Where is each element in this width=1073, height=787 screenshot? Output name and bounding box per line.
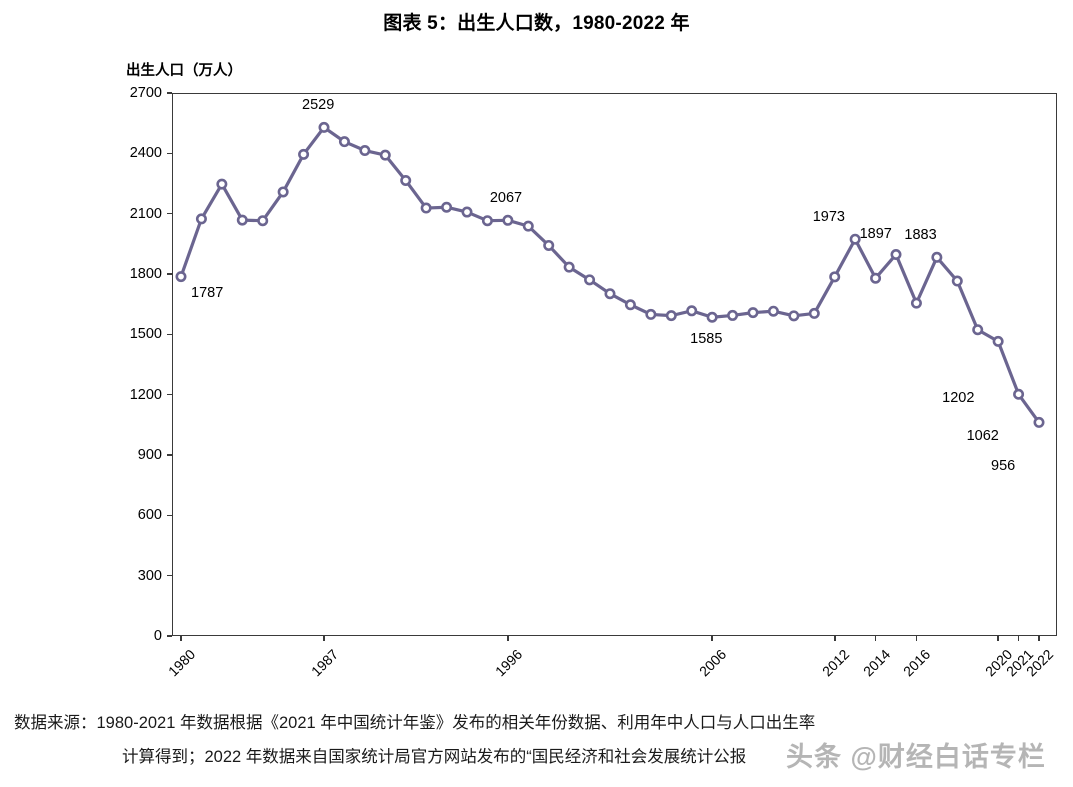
y-axis-tick-label: 900 <box>137 447 162 463</box>
x-axis-tick-mark <box>180 636 182 641</box>
data-point-value-label: 956 <box>991 457 1016 474</box>
x-axis-tick-mark <box>1038 636 1040 641</box>
y-axis-tick-mark <box>167 393 172 396</box>
y-axis-tick-label: 0 <box>153 628 162 644</box>
y-axis-tick-label: 1200 <box>129 386 162 403</box>
y-axis-tick-label: 300 <box>137 567 162 584</box>
x-axis-tick-mark <box>323 636 325 641</box>
y-axis-tick-mark <box>167 92 172 94</box>
data-point-value-label: 1787 <box>191 284 224 301</box>
data-point-value-label: 1585 <box>690 331 723 348</box>
source-note-line-1: 数据来源：1980-2021 年数据根据《2021 年中国统计年鉴》发布的相关年… <box>14 714 816 732</box>
y-axis-tick-mark <box>167 152 172 155</box>
x-axis-tick-label: 2006 <box>696 646 730 680</box>
x-axis-tick-label: 2012 <box>818 646 853 680</box>
data-point-value-label: 1062 <box>966 428 999 445</box>
y-axis-tick-label: 2100 <box>129 205 162 222</box>
y-axis-tick-mark <box>167 514 172 517</box>
watermark: 头条 @财经白话专栏 <box>786 742 1046 772</box>
y-axis-tick-mark <box>167 454 172 456</box>
x-axis-tick-mark <box>507 636 509 641</box>
x-axis-tick-mark <box>915 636 918 641</box>
y-axis-tick-mark <box>167 574 172 577</box>
y-axis-tick-label: 1500 <box>129 326 162 343</box>
data-point-value-label: 1973 <box>812 209 845 226</box>
y-axis-tick-label: 600 <box>137 507 162 524</box>
y-axis-tick-label: 1800 <box>129 266 162 282</box>
y-axis-tick-mark <box>167 333 172 336</box>
data-point-value-label: 1883 <box>904 227 937 244</box>
x-axis-tick-label: 2016 <box>900 646 934 680</box>
x-axis-tick-label: 1980 <box>164 646 199 680</box>
page-title: 图表 5：出生人口数，1980-2022 年 <box>383 13 690 34</box>
data-point-value-label: 2529 <box>302 97 335 114</box>
y-axis-tick-mark <box>167 212 172 215</box>
x-axis-tick-mark <box>997 636 999 641</box>
chart-plot-area <box>172 93 1057 636</box>
x-axis-tick-mark <box>833 636 836 641</box>
data-point-value-label: 1202 <box>942 390 975 407</box>
y-axis-tick-label: 2400 <box>129 145 162 162</box>
y-axis-title: 出生人口（万人） <box>126 63 242 79</box>
x-axis-tick-label: 2014 <box>859 646 893 680</box>
data-point-value-label: 1897 <box>859 226 892 243</box>
x-axis-tick-label: 1996 <box>491 646 526 680</box>
y-axis-tick-mark <box>167 635 172 637</box>
source-note: 数据来源：1980-2021 年数据根据《2021 年中国统计年鉴》发布的相关年… <box>14 706 1060 774</box>
x-axis-tick-mark <box>711 636 713 641</box>
x-axis-tick-mark <box>874 636 877 641</box>
x-axis-tick-mark <box>1017 636 1020 641</box>
y-axis-tick-mark <box>167 273 172 275</box>
x-axis-tick-label: 1987 <box>307 646 342 680</box>
y-axis-tick-label: 2700 <box>129 85 162 101</box>
data-point-value-label: 2067 <box>489 190 523 207</box>
source-note-line-2: 计算得到；2022 年数据来自国家统计局官方网站发布的“国民经济和社会发展统计公… <box>122 748 747 766</box>
